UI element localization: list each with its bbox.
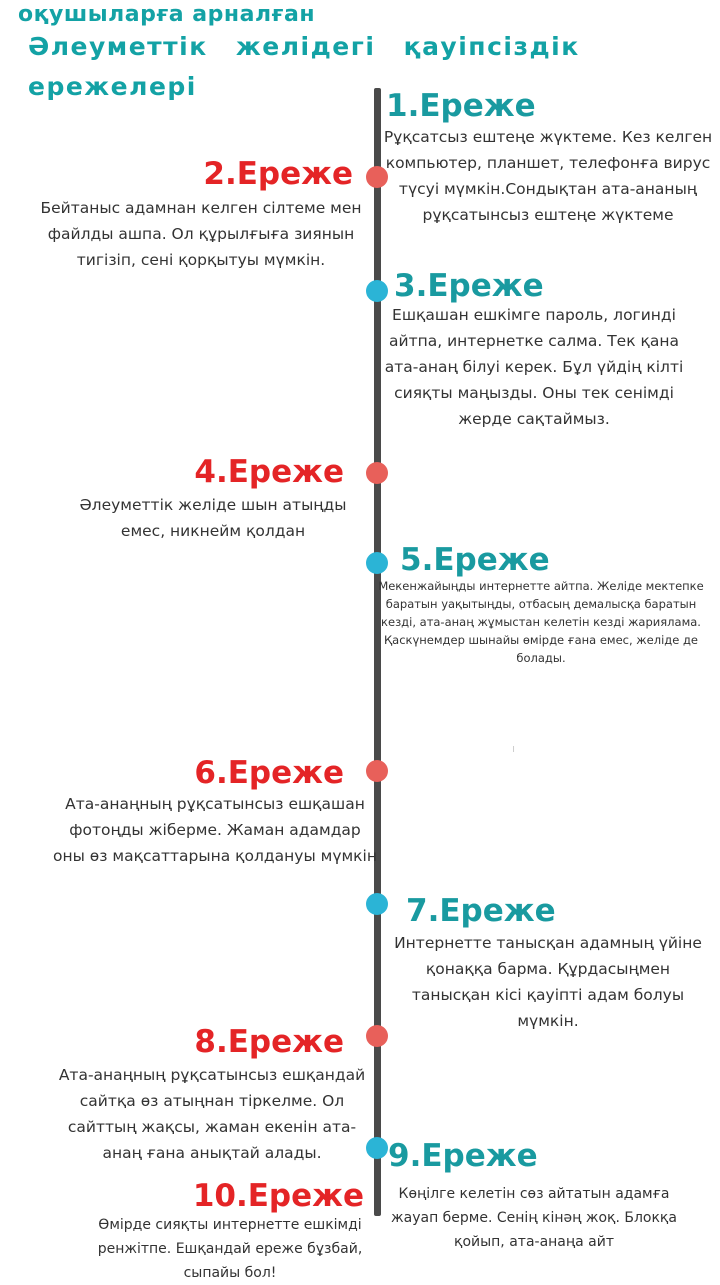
rule-8-text: Ата-анаңның рұқсатынсыз ешқандай сайтқа … [58, 1066, 366, 1162]
rule-4-text: Әлеуметтік желіде шын атыңды емес, никне… [79, 496, 347, 540]
rule-3-text: Ешқашан ешкімге пароль, логинді айтпа, и… [384, 306, 684, 428]
stray-mark: ı [512, 742, 516, 755]
timeline-dot-rule-8 [366, 1025, 388, 1047]
rule-1-text: Рұқсатсыз ештеңе жүктеме. Кез келген ком… [383, 128, 713, 224]
header-subtitle: оқушыларға арналған [18, 2, 316, 27]
timeline-dot-rule-4 [366, 462, 388, 484]
rule-10-title: 10.Ереже [192, 1178, 364, 1214]
rule-7-text: Интернетте танысқан адамның үйіне қонаққ… [394, 934, 702, 1030]
header-title-line-1: Әлеуметтік желідегі қауіпсіздік [28, 32, 580, 61]
timeline-dot-rule-9 [366, 1137, 388, 1159]
rule-3-title: 3.Ереже [394, 268, 544, 304]
rule-8-title: 8.Ереже [194, 1024, 344, 1060]
rule-10-text: Өмірде сияқты интернетте ешкімді ренжітп… [97, 1217, 363, 1281]
rule-4-title: 4.Ереже [194, 454, 344, 490]
timeline-dot-rule-5 [366, 552, 388, 574]
rule-6-text: Ата-анаңның рұқсатынсыз ешқашан фотоңды … [52, 795, 377, 865]
header-title-line-2: ережелері [28, 72, 197, 101]
timeline-dot-rule-7 [366, 893, 388, 915]
timeline-axis [374, 88, 381, 1216]
rule-5-text: Мекенжайыңды интернетте айтпа. Желіде ме… [378, 579, 704, 665]
timeline-dot-rule-3 [366, 280, 388, 302]
rule-2-title: 2.Ереже [203, 156, 353, 192]
rule-1-title: 1.Ереже [386, 88, 536, 124]
timeline-dot-rule-2 [366, 166, 388, 188]
rule-9-text: Көңілге келетін сөз айтатын адамға жауап… [391, 1186, 677, 1250]
rule-7-title: 7.Ереже [406, 893, 556, 929]
rule-9-title: 9.Ереже [388, 1138, 538, 1174]
rule-6-title: 6.Ереже [194, 755, 344, 791]
timeline-dot-rule-6 [366, 760, 388, 782]
rule-5-title: 5.Ереже [400, 542, 550, 578]
rule-2-text: Бейтаныс адамнан келген сілтеме мен файл… [40, 199, 362, 269]
